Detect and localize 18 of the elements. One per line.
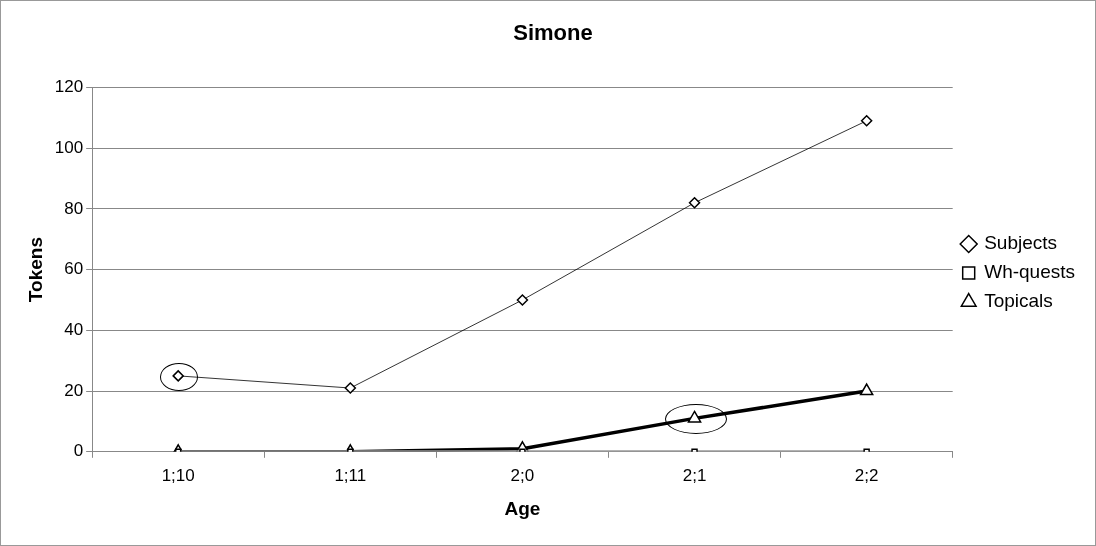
x-tick-label: 1;10 bbox=[161, 465, 195, 485]
y-tick-label: 0 bbox=[73, 441, 84, 461]
y-axis-title: Tokens bbox=[24, 237, 46, 303]
x-axis-title: Age bbox=[504, 497, 541, 519]
chart-title: Simone bbox=[513, 20, 593, 46]
y-tick-label: 80 bbox=[64, 198, 84, 218]
y-tick-label: 20 bbox=[64, 380, 84, 400]
x-tick-label: 1;11 bbox=[334, 465, 367, 485]
y-tick-label: 40 bbox=[64, 320, 84, 340]
legend-label: Topicals bbox=[984, 290, 1053, 312]
x-tick-label: 2;2 bbox=[854, 465, 879, 485]
x-tick-label: 2;0 bbox=[510, 465, 535, 485]
y-tick-label: 120 bbox=[54, 77, 84, 97]
legend-label: Wh-quests bbox=[984, 261, 1076, 283]
x-tick-label: 2;1 bbox=[682, 465, 707, 485]
y-tick-label: 60 bbox=[64, 259, 84, 279]
y-tick-label: 100 bbox=[54, 137, 84, 157]
legend-label: Subjects bbox=[984, 232, 1058, 254]
